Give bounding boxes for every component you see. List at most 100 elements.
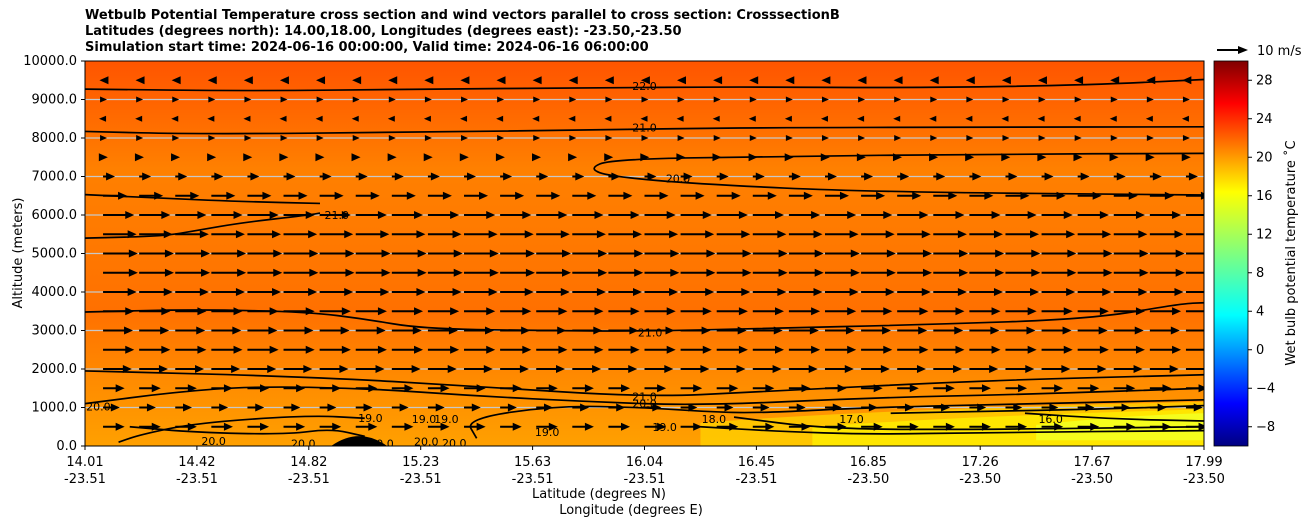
wind-arrow	[897, 249, 932, 258]
wind-arrow-head	[171, 76, 181, 85]
wind-arrow	[247, 249, 283, 258]
wind-arrow-head	[929, 153, 939, 162]
wind-arrow	[894, 96, 902, 103]
wind-arrow	[500, 403, 517, 412]
wind-arrow	[644, 345, 676, 354]
wind-arrow-head	[1031, 268, 1041, 277]
wind-arrow	[355, 403, 373, 412]
wind-arrow-head	[399, 403, 409, 412]
x-tick-label-lat: 16.45	[738, 455, 775, 470]
wind-arrow	[461, 96, 469, 103]
wind-arrow-head	[1090, 422, 1100, 431]
wind-arrow	[676, 153, 686, 162]
wind-arrow	[680, 288, 715, 296]
wind-arrow-head	[669, 288, 679, 296]
wind-arrow-head	[856, 153, 866, 162]
wind-arrow	[172, 96, 180, 103]
wind-arrow	[99, 76, 109, 85]
wind-arrow-head	[772, 365, 782, 373]
wind-arrow	[969, 345, 1001, 354]
wind-arrow	[788, 345, 821, 354]
wind-arrow	[244, 135, 252, 141]
wind-arrow	[788, 384, 811, 393]
contour-label: 20.0	[442, 437, 467, 450]
wind-arrow-head	[808, 365, 818, 373]
wind-arrow-head	[594, 211, 604, 219]
wind-arrow-head	[742, 249, 752, 258]
wind-arrow-head	[813, 230, 823, 239]
wind-arrow-head	[450, 307, 460, 316]
wind-arrow-head	[1044, 172, 1054, 181]
y-tick-label: 9000.0	[32, 93, 78, 108]
wind-arrow	[496, 76, 506, 85]
quiver-key-arrow-head	[1238, 46, 1248, 54]
wind-arrow	[824, 191, 849, 200]
wind-arrow	[175, 345, 207, 354]
wind-arrow-head	[381, 268, 391, 277]
wind-arrow	[211, 384, 233, 393]
wind-arrow-head	[604, 76, 614, 85]
wind-arrow-head	[486, 211, 496, 219]
wind-arrow	[969, 307, 1001, 316]
wind-arrow-head	[821, 135, 829, 141]
wind-arrow-head	[309, 249, 319, 258]
wind-arrow-head	[837, 422, 847, 431]
wind-arrow-head	[814, 249, 824, 258]
wind-arrow-head	[1102, 230, 1112, 239]
wind-arrow	[1074, 135, 1082, 141]
wind-arrow	[175, 249, 211, 258]
wind-arrow-head	[1162, 384, 1172, 393]
wind-arrow-head	[296, 384, 306, 393]
wind-arrow-head	[991, 211, 1001, 219]
wind-arrow-head	[118, 191, 128, 200]
wind-arrow-head	[883, 345, 893, 354]
wind-arrow	[279, 115, 287, 122]
wind-arrow	[139, 211, 171, 219]
wind-arrow-head	[765, 384, 775, 393]
wind-arrow	[391, 288, 426, 296]
wind-arrow-head	[489, 268, 499, 277]
wind-arrow-head	[160, 326, 170, 335]
wind-arrow-head	[272, 230, 282, 239]
wind-arrow-head	[339, 365, 349, 373]
wind-arrow-head	[495, 153, 505, 162]
wind-arrow	[569, 96, 577, 103]
wind-arrow-head	[1066, 230, 1076, 239]
wind-arrow	[897, 307, 929, 316]
wind-arrow-head	[416, 230, 426, 239]
wind-arrow-head	[269, 345, 279, 354]
wind-arrow-head	[628, 365, 638, 373]
wind-arrow-head	[652, 403, 662, 412]
wind-arrow-head	[127, 230, 137, 239]
x-tick-label-lat: 16.04	[626, 455, 663, 470]
wind-arrow	[103, 230, 137, 239]
wind-arrow-head	[598, 268, 608, 277]
wind-arrow-head	[598, 249, 608, 258]
wind-arrow	[388, 96, 396, 103]
wind-arrow	[319, 326, 350, 335]
wind-arrow-head	[883, 307, 893, 316]
wind-arrow-head	[774, 211, 784, 219]
wind-arrow	[752, 422, 775, 431]
wind-arrow	[1005, 288, 1040, 296]
wind-arrow	[175, 211, 207, 219]
wind-arrow-head	[995, 268, 1005, 277]
wind-arrow	[824, 422, 847, 431]
wind-arrow-head	[760, 403, 770, 412]
wind-arrow-head	[208, 135, 216, 141]
wind-arrow	[355, 307, 387, 316]
wind-arrow-head	[1103, 249, 1113, 258]
wind-arrow	[965, 153, 975, 162]
wind-arrow	[1073, 115, 1081, 122]
wind-arrow-head	[223, 422, 233, 431]
wind-arrow-head	[1092, 191, 1102, 200]
wind-arrow	[1077, 422, 1100, 431]
wind-arrow	[464, 307, 496, 316]
wind-arrow-head	[919, 211, 929, 219]
wind-arrow-head	[233, 211, 243, 219]
wind-arrow	[824, 268, 860, 277]
wind-arrow-head	[857, 115, 865, 122]
wind-arrow-head	[223, 384, 233, 393]
wind-arrow-head	[664, 365, 674, 373]
wind-arrow-head	[993, 288, 1003, 296]
